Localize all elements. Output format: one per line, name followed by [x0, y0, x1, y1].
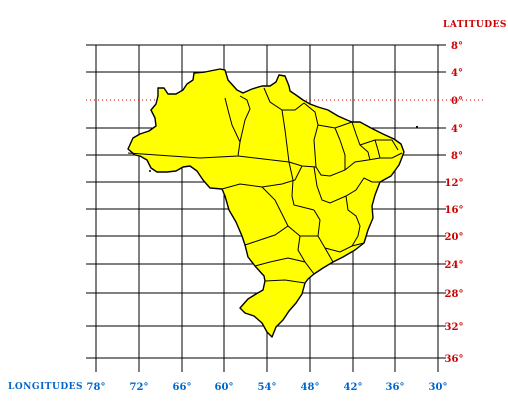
latitude-label: 36°	[445, 354, 464, 365]
longitude-label: 66°	[173, 382, 192, 393]
latitude-label: 4°	[451, 68, 463, 79]
state-borders	[127, 87, 403, 284]
latitude-label: 32°	[445, 322, 464, 333]
latitude-label: 0°	[451, 96, 463, 107]
latitudes-header: LATITUDES	[443, 20, 507, 30]
latitude-label: 24°	[445, 260, 464, 271]
longitude-label: 36°	[386, 382, 405, 393]
longitude-label: 60°	[215, 382, 234, 393]
latitude-label: 8°	[451, 41, 463, 52]
latitude-label: 4°	[451, 124, 463, 135]
longitude-label: 48°	[301, 382, 320, 393]
latitude-label: 8°	[451, 151, 463, 162]
longitude-label: 30°	[429, 382, 448, 393]
longitude-label: 78°	[87, 382, 106, 393]
latitude-label: 12°	[445, 178, 464, 189]
longitude-label: 72°	[130, 382, 149, 393]
longitude-label: 42°	[344, 382, 363, 393]
latitude-label: 16°	[445, 205, 464, 216]
longitudes-header: LONGITUDES	[8, 382, 83, 392]
latitude-label: 20°	[445, 232, 464, 243]
latitude-labels: 8° 4° 0° 4° 8° 12° 16° 20° 24° 28° 32° 3…	[445, 41, 464, 365]
island-marker	[149, 170, 151, 172]
brazil-landmass	[127, 68, 405, 338]
latitude-label: 28°	[445, 289, 464, 300]
longitude-label: 54°	[258, 382, 277, 393]
island-marker	[416, 126, 418, 128]
longitude-labels: 78° 72° 66° 60° 54° 48° 42° 36° 30°	[87, 382, 448, 393]
